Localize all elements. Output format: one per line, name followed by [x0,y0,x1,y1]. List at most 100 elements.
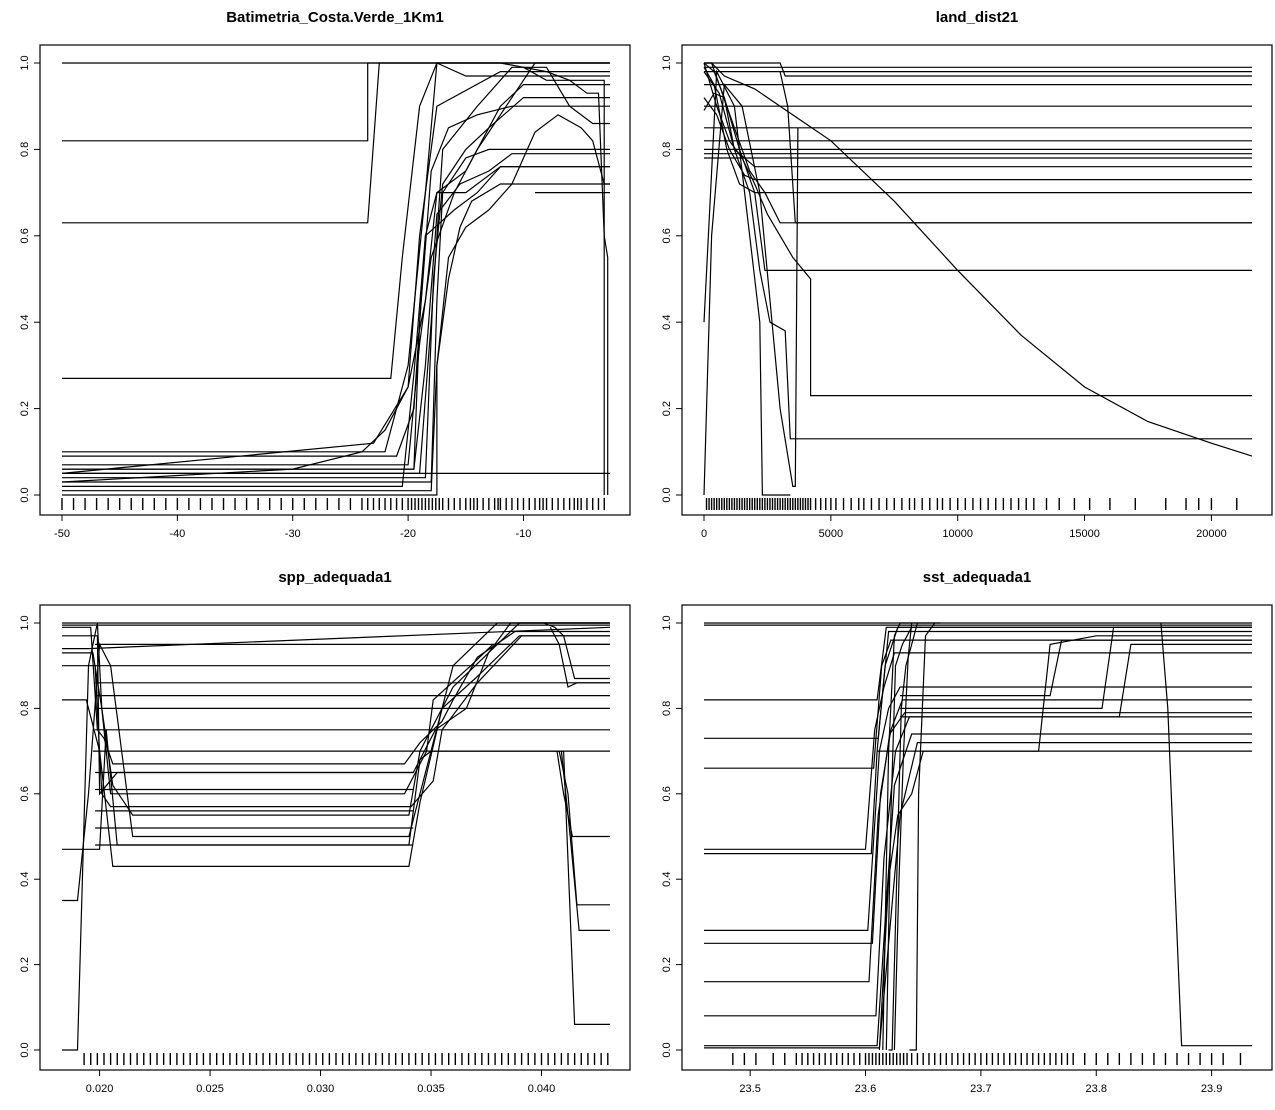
series-line [704,742,1252,1049]
x-tick-label: 23.8 [1086,1083,1107,1095]
y-tick-label: 0.6 [19,228,31,243]
plot-frame [681,44,1273,516]
chart-panel-2: land_dist21 0 5000 10000 15000 20000 0.0 0.2 0.4… [661,9,1273,540]
y-tick-label: 0.4 [19,872,31,887]
series-line [704,62,1252,224]
y-tick-label: 0.4 [661,315,673,330]
x-tick-label: -50 [54,528,70,540]
series-line [704,62,1253,457]
series-line [704,699,1252,944]
series-line [560,751,610,931]
x-tick-label: 23.6 [855,1083,876,1095]
series-line [62,62,610,466]
y-tick-label: 0.2 [19,401,31,416]
series-line [703,92,1252,168]
x-tick-label: -40 [169,528,185,540]
chart-panel-1: Batimetria_Costa.Verde_1Km1 -50 -40 -30 -20 -… [19,9,631,540]
series-line [900,643,1252,718]
y-tick-label: 0.0 [19,1042,31,1057]
x-tick-label: -20 [400,528,416,540]
x-tick-label: 0 [701,528,707,540]
y-tick-label: 0.8 [19,142,31,157]
series-line [885,626,921,1051]
series-line [62,148,610,483]
series-line [1160,622,1252,1047]
series-line [703,69,791,496]
plot-frame [681,604,1273,1071]
series-line [703,62,1252,397]
series-line [535,192,605,495]
x-tick-label: 23.5 [739,1083,760,1095]
series-line [703,83,799,496]
series-line [62,114,610,492]
y-tick-label: 0.4 [661,872,673,887]
series-line [900,639,1252,697]
series-line [882,622,941,1051]
series-line [704,630,1252,739]
x-tick-label: 0.035 [417,1083,445,1095]
series-line [549,627,610,688]
y-tick-label: 0.0 [19,487,31,502]
series-line [62,183,610,496]
series-line [704,626,1252,701]
x-tick-label: 15000 [1069,528,1100,540]
series-line [877,635,1252,752]
y-tick-label: 1.0 [19,615,31,630]
series-line [704,712,1252,983]
x-tick-label: -30 [285,528,301,540]
panel-title: Batimetria_Costa.Verde_1Km1 [226,9,444,26]
series-line [62,626,611,650]
y-tick-label: 0.2 [661,401,673,416]
series-line [62,635,610,808]
series-line [62,166,610,487]
y-tick-label: 0.6 [19,786,31,801]
series-line [703,66,1252,194]
y-tick-label: 0.4 [19,315,31,330]
y-tick-label: 0.0 [661,1042,673,1057]
x-tick-label: 0.020 [86,1083,114,1095]
x-tick-label: -10 [516,528,532,540]
series-line [62,62,610,379]
y-tick-label: 1.0 [661,615,673,630]
series-line [878,750,1252,1051]
series-line [523,66,609,495]
series-line [62,622,610,902]
series-line [62,729,610,1025]
series-line [704,652,1252,850]
y-tick-label: 0.8 [661,142,673,157]
plot-frame [39,44,631,516]
series-line [543,622,610,680]
series-line [704,639,1252,769]
panel-title: spp_adequada1 [278,569,391,586]
y-tick-label: 0.6 [661,786,673,801]
x-tick-label: 23.9 [1201,1083,1222,1095]
series-line [779,71,1252,224]
series-line [61,71,610,483]
chart-panel-3: spp_adequada1 0.020 0.025 0.030 0.035 0.040 0.… [19,569,631,1095]
y-tick-label: 1.0 [19,55,31,70]
series-line [62,105,610,470]
y-tick-label: 0.8 [19,701,31,716]
y-tick-label: 1.0 [661,55,673,70]
series-line [909,622,936,1051]
series-line [703,71,1252,440]
plot-frame [39,604,631,1071]
series-line [704,686,1252,931]
x-tick-label: 10000 [942,528,973,540]
panel-title: sst_adequada1 [923,569,1031,586]
series-line [704,733,1252,1047]
y-tick-label: 0.6 [661,228,673,243]
series-line [61,166,610,474]
series-line [62,62,610,453]
series-line [62,635,610,867]
series-line [62,97,610,479]
x-tick-label: 0.040 [528,1083,556,1095]
series-line [62,153,610,470]
chart-panel-4: sst_adequada1 23.5 23.6 23.7 23.8 23.9 0.0 0.2 0… [661,569,1273,1095]
series-line [62,66,610,474]
x-tick-label: 0.030 [307,1083,335,1095]
series-line [704,62,1252,77]
x-tick-label: 20000 [1196,528,1227,540]
series-line [900,626,1252,709]
